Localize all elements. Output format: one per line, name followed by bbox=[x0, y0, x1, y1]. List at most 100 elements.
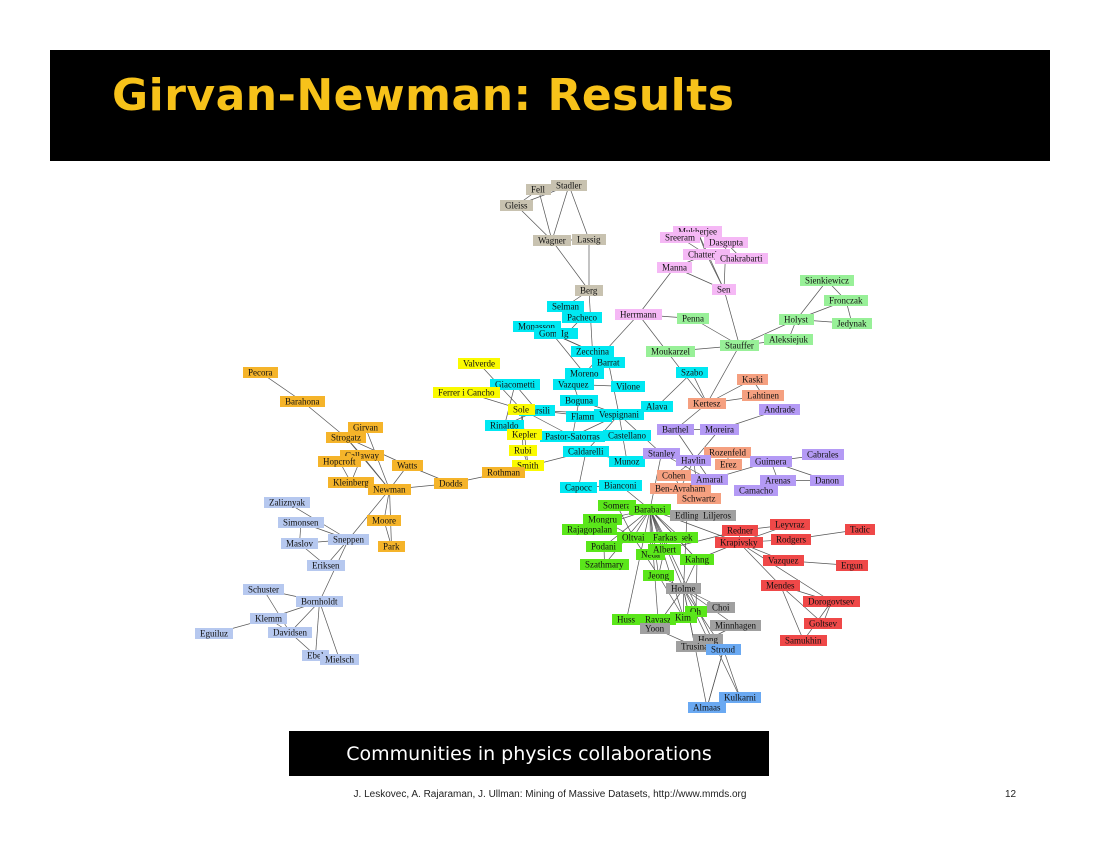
node-box bbox=[348, 422, 383, 433]
title-bar: Girvan-Newman: Results bbox=[50, 50, 1050, 161]
node-havlin: Havlin bbox=[676, 455, 711, 466]
node-barabasi: Barabasi bbox=[629, 504, 671, 515]
node-dodds: Dodds bbox=[434, 478, 468, 489]
node-box bbox=[509, 445, 537, 456]
node-box bbox=[243, 367, 278, 378]
node-box bbox=[328, 534, 369, 545]
network-edge bbox=[723, 649, 741, 698]
node-box bbox=[643, 448, 680, 459]
node-box bbox=[566, 411, 612, 422]
node-sreeram: Sreeram bbox=[660, 232, 700, 243]
node-label: Sienkiewicz bbox=[805, 276, 849, 286]
node-box bbox=[657, 262, 692, 273]
node-label: Danon bbox=[815, 476, 839, 486]
node-label: Boguna bbox=[565, 396, 593, 406]
node-monasson: Monasson bbox=[513, 321, 561, 332]
network-edge bbox=[638, 267, 675, 315]
node-klemm: Klemm bbox=[250, 613, 287, 624]
node-box bbox=[693, 634, 723, 645]
node-label: Choi bbox=[712, 603, 730, 613]
node-huss: Huss bbox=[612, 614, 641, 625]
node-box bbox=[704, 447, 751, 458]
node-stadler: Stadler bbox=[551, 180, 587, 191]
node-box bbox=[640, 623, 670, 634]
network-edge bbox=[638, 314, 708, 404]
node-label: Moore bbox=[372, 516, 396, 526]
network-edge bbox=[683, 515, 688, 589]
node-box bbox=[803, 596, 860, 607]
node-berg: Berg bbox=[575, 285, 603, 296]
node-label: Dodds bbox=[439, 479, 463, 489]
node-label: Castellano bbox=[608, 431, 646, 441]
node-label: Albert bbox=[653, 545, 676, 555]
node-label: Sole bbox=[513, 405, 529, 415]
node-mendes: Mendes bbox=[761, 580, 800, 591]
node-label: Sen bbox=[717, 285, 731, 295]
node-label: Cohen bbox=[662, 471, 686, 481]
node-kertesz: Kertesz bbox=[688, 398, 726, 409]
node-label: Huss bbox=[617, 615, 636, 625]
node-label: Girvan bbox=[353, 423, 378, 433]
node-box bbox=[507, 429, 542, 440]
network-edge bbox=[780, 585, 804, 641]
node-box bbox=[280, 396, 325, 407]
node-box bbox=[737, 374, 768, 385]
node-label: Eguiluz bbox=[200, 629, 228, 639]
node-andrade: Andrade bbox=[759, 404, 800, 415]
node-box bbox=[575, 285, 603, 296]
node-box bbox=[367, 515, 401, 526]
node-label: Holyst bbox=[784, 315, 809, 325]
network-edge bbox=[697, 231, 725, 290]
node-label: Arenas bbox=[765, 476, 791, 486]
node-fronczak: Fronczak bbox=[824, 295, 868, 306]
node-box bbox=[368, 484, 411, 495]
node-label: Smith bbox=[517, 461, 539, 471]
node-box bbox=[278, 517, 324, 528]
node-label: Almaas bbox=[693, 703, 721, 713]
node-minnhagen: Minnhagen bbox=[710, 620, 761, 631]
node-box bbox=[643, 570, 674, 581]
node-label: Ergun bbox=[841, 561, 863, 571]
node-box bbox=[706, 644, 741, 655]
node-oh: Oh bbox=[685, 606, 707, 617]
node-danon: Danon bbox=[810, 475, 844, 486]
node-label: Ferrer i Cancho bbox=[438, 388, 495, 398]
node-mongru: Mongru bbox=[583, 514, 622, 525]
node-box bbox=[326, 432, 366, 443]
node-label: Somera bbox=[603, 501, 631, 511]
network-edge bbox=[361, 455, 390, 490]
network-edge bbox=[723, 289, 740, 346]
node-box bbox=[676, 455, 711, 466]
node-boguna: Boguna bbox=[560, 395, 598, 406]
node-label: Oltvai bbox=[622, 533, 645, 543]
node-box bbox=[458, 358, 500, 369]
node-label: Rothman bbox=[487, 468, 520, 478]
node-box bbox=[715, 537, 763, 548]
node-label: Edling bbox=[675, 511, 699, 521]
node-label: Zecchina bbox=[576, 347, 609, 357]
node-hopcroft: Hopcroft bbox=[318, 456, 361, 467]
node-moukarzel: Moukarzel bbox=[646, 346, 695, 357]
node-szabo: Szabo bbox=[676, 367, 708, 378]
node-aleksiejuk: Aleksiejuk bbox=[764, 334, 813, 345]
network-edge bbox=[516, 205, 553, 241]
node-podani: Podani bbox=[586, 541, 622, 552]
node-box bbox=[302, 650, 329, 661]
node-label: Farkas bbox=[653, 533, 677, 543]
node-yoon: Yoon bbox=[640, 623, 670, 634]
node-label: Liljeros bbox=[703, 511, 731, 521]
node-label: Pastor-Satorras bbox=[545, 432, 600, 442]
network-edge bbox=[348, 489, 390, 540]
node-box bbox=[594, 409, 644, 420]
node-label: Minnhagen bbox=[715, 621, 756, 631]
node-dorogovtsev: Dorogovtsev bbox=[803, 596, 860, 607]
node-guimera: Guimera bbox=[750, 456, 792, 467]
node-label: Vazquez bbox=[768, 556, 798, 566]
node-box bbox=[712, 284, 736, 295]
node-box bbox=[565, 368, 604, 379]
node-watts: Watts bbox=[392, 460, 423, 471]
network-edge bbox=[568, 185, 590, 240]
node-label: Bianconi bbox=[604, 481, 637, 491]
node-box bbox=[700, 424, 739, 435]
